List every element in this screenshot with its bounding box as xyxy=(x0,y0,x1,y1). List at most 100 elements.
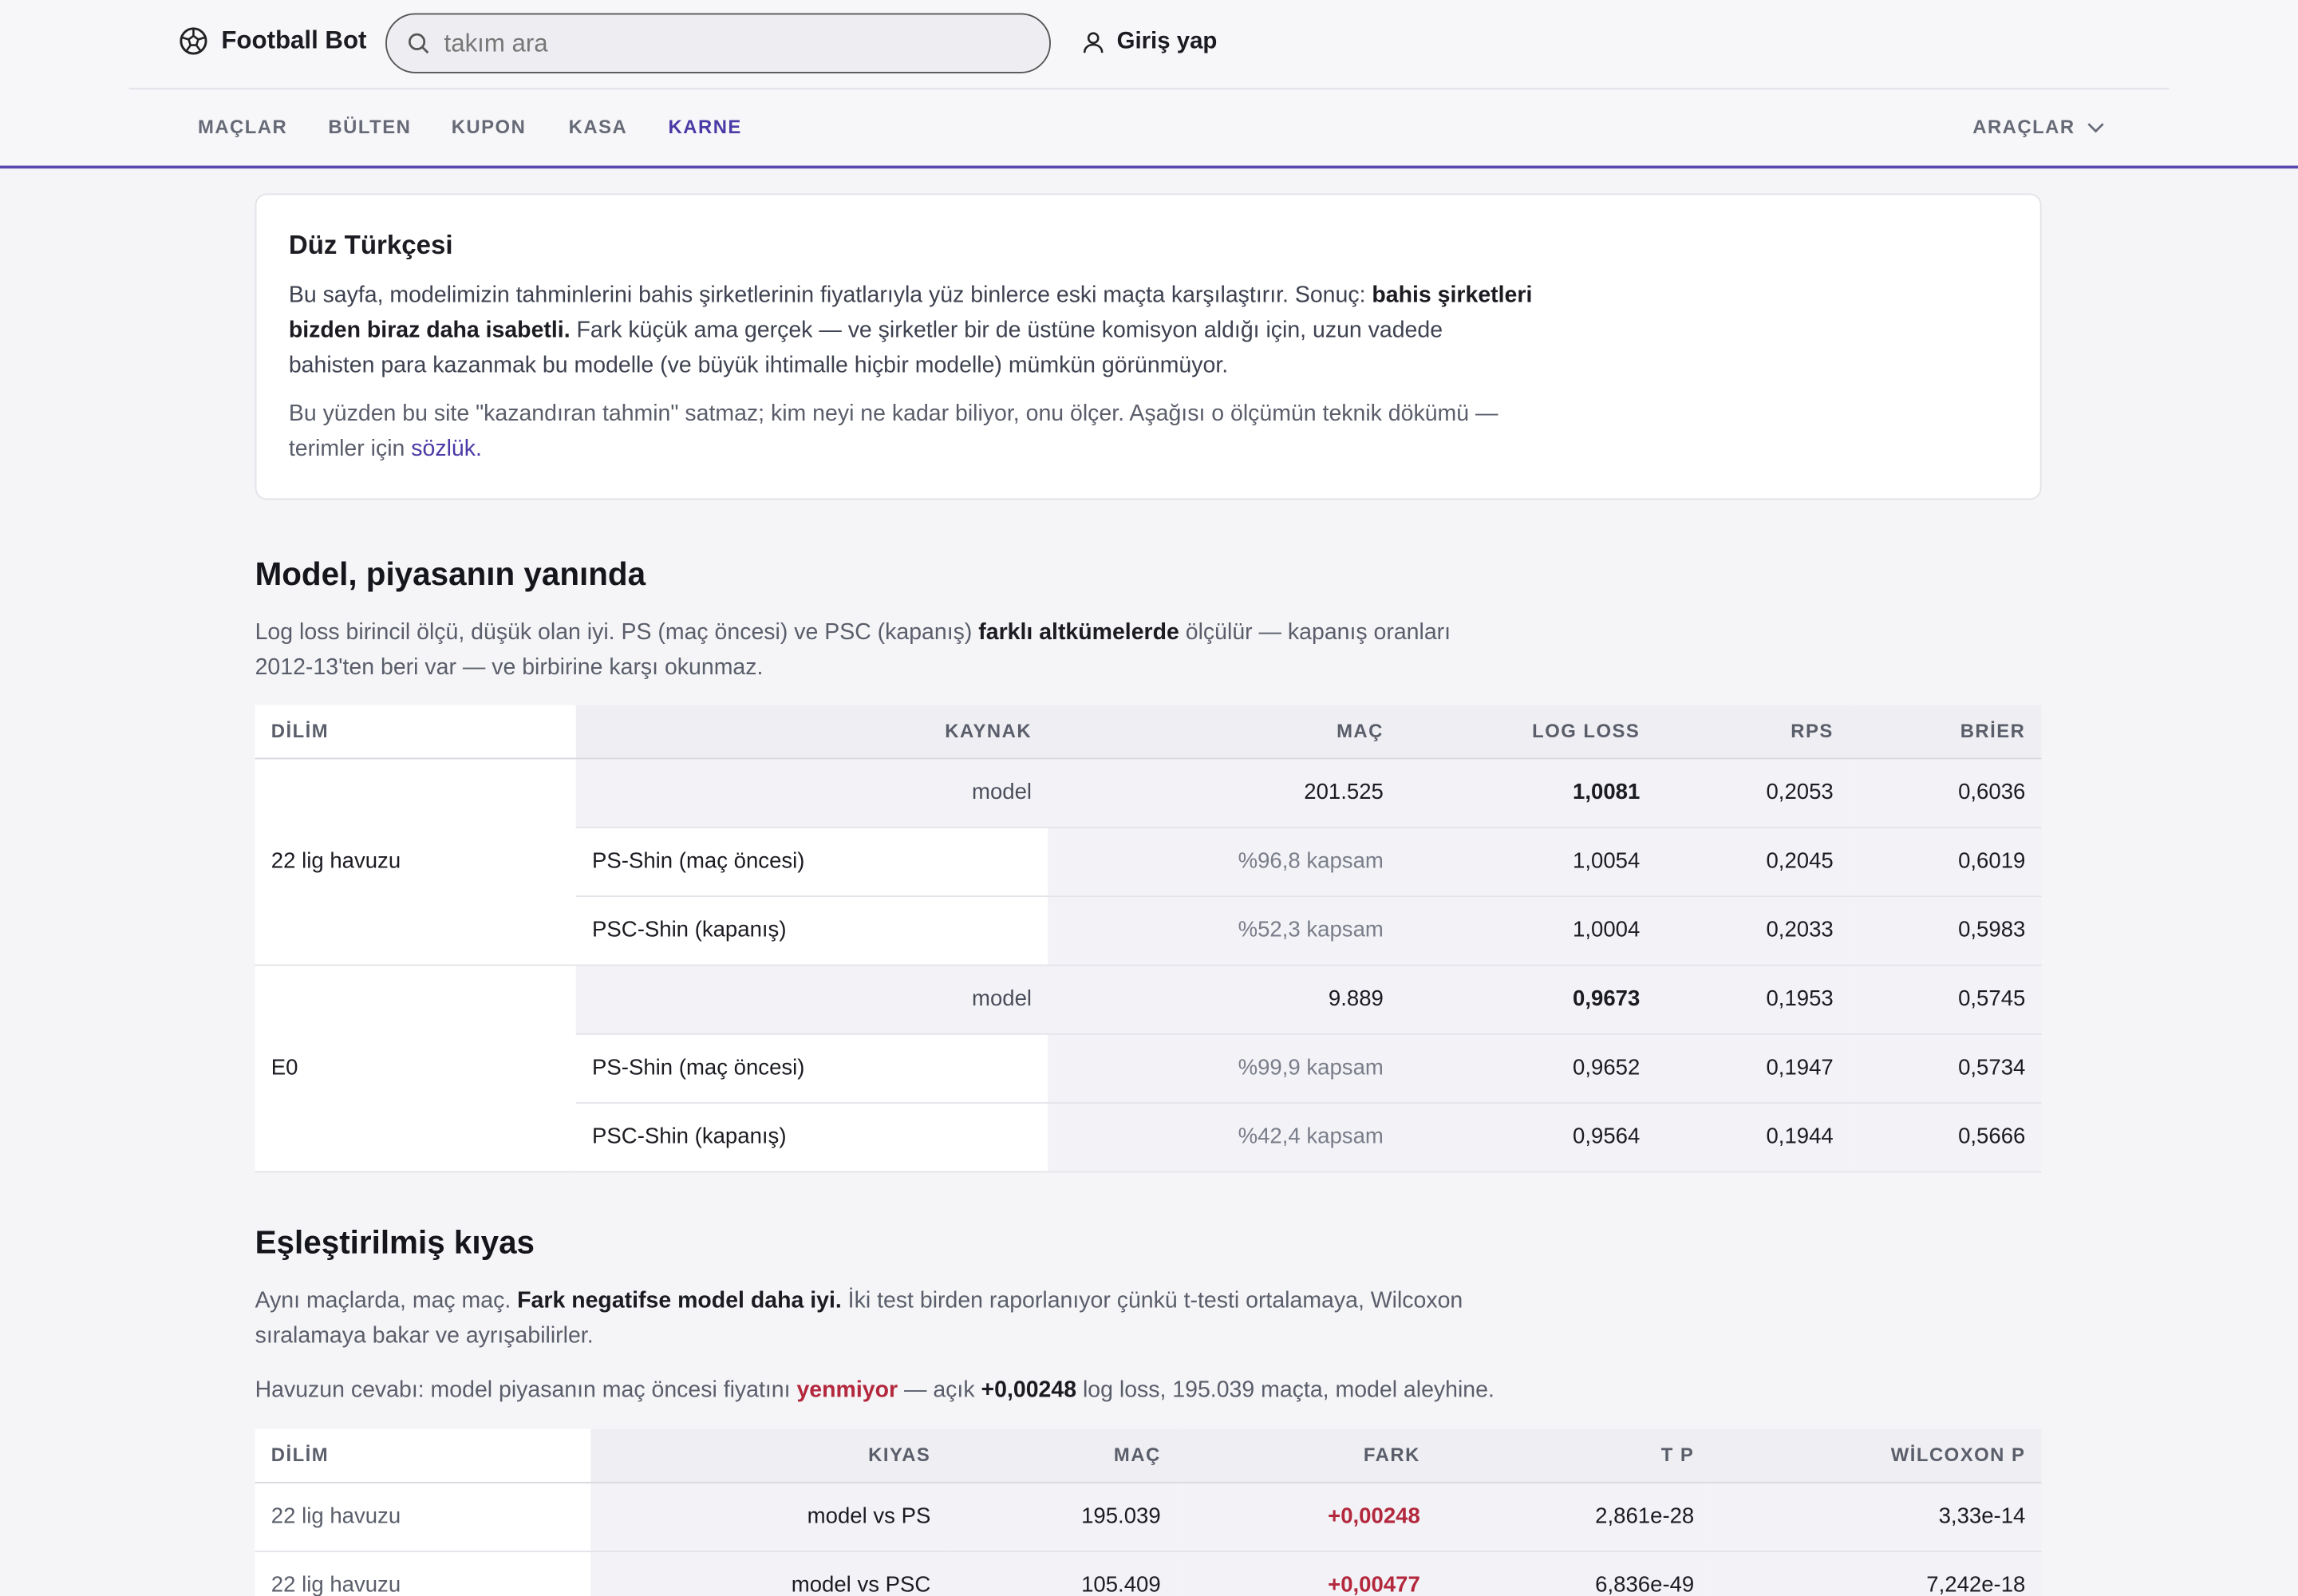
cell: model vs PSC xyxy=(590,1551,947,1596)
cell: 0,5745 xyxy=(1849,964,2042,1034)
section-title: Model, piyasanın yanında xyxy=(255,555,646,593)
column-header: RPS xyxy=(1656,705,1850,759)
column-header: DİLİM xyxy=(255,705,576,759)
nav-item[interactable]: KARNE xyxy=(668,116,742,138)
brand-name: Football Bot xyxy=(221,26,367,54)
row: 22 lig havuzu model vs PSC 105.409 +0,00477… xyxy=(255,1551,2042,1596)
header-row: DİLİM KAYNAK MAÇ LOG LOSS RPS BRİER xyxy=(255,705,2042,759)
cell: %42,4 kapsam xyxy=(1048,1102,1400,1172)
cell: +0,00477 xyxy=(1176,1551,1437,1596)
nav-item[interactable]: KUPON xyxy=(451,116,527,138)
cell: 0,2033 xyxy=(1656,895,1850,966)
login[interactable]: Giriş yap xyxy=(1082,29,1218,56)
paragraph: Bu sayfa, modelimizin tahminlerini bahis… xyxy=(289,279,1534,384)
column-header: BRİER xyxy=(1849,705,2042,759)
emphasis: bahis şirketleri bizden biraz daha isabe… xyxy=(288,282,1533,343)
text: log loss, 195.039 maçta, model aleyhine. xyxy=(1076,1377,1494,1403)
cell: 9.889 xyxy=(1048,964,1400,1034)
cell: 22 lig havuzu xyxy=(255,1551,591,1596)
cell: 0,1944 xyxy=(1656,1102,1850,1172)
cell: 1,0054 xyxy=(1400,826,1656,897)
text: Fark küçük ama gerçek — ve şirketler bir… xyxy=(288,318,1443,378)
value: +0,00248 xyxy=(981,1377,1077,1403)
cell: 22 lig havuzu xyxy=(255,1481,591,1552)
column-header: MAÇ xyxy=(1048,705,1400,759)
verdict: yenmiyor xyxy=(796,1377,898,1403)
column-header: MAÇ xyxy=(946,1428,1177,1483)
column-header: T P xyxy=(1436,1428,1711,1483)
login-text: Giriş yap xyxy=(1116,29,1218,54)
divider xyxy=(128,88,2170,90)
cell: 0,1953 xyxy=(1656,964,1850,1034)
tools-menu[interactable]: ARAÇLAR xyxy=(1972,116,2104,138)
column-header: FARK xyxy=(1176,1428,1437,1483)
cell: 0,9673 xyxy=(1400,964,1656,1034)
cell: 195.039 xyxy=(946,1481,1177,1552)
slice-cell: 22 lig havuzu xyxy=(255,757,576,966)
section-desc: Aynı maçlarda, maç maç. Fark negatifse m… xyxy=(255,1284,1471,1354)
answer: Havuzun cevabı: model piyasanın maç önce… xyxy=(255,1373,1721,1408)
column-header: KAYNAK xyxy=(575,705,1048,759)
chevron xyxy=(2087,122,2104,132)
text: — açık xyxy=(898,1377,981,1403)
glossary-link[interactable]: sözlük. xyxy=(411,437,482,462)
market-table: DİLİM KAYNAK MAÇ LOG LOSS RPS BRİER 22 lig hav… xyxy=(255,705,2042,1172)
cell: 105.409 xyxy=(946,1551,1177,1596)
cell: %99,9 kapsam xyxy=(1048,1033,1400,1104)
cell: 0,5734 xyxy=(1849,1033,2042,1104)
row: E0 model 9.889 0,9673 0,1953 0,5745 xyxy=(255,964,2042,1172)
cell: 0,1947 xyxy=(1656,1033,1850,1104)
slice-cell: E0 xyxy=(255,964,576,1172)
search-box[interactable]: takım ara xyxy=(385,13,1051,73)
cell: 0,9652 xyxy=(1400,1033,1656,1104)
cell: PSC-Shin (kapanış) xyxy=(575,1102,1048,1172)
cell: PSC-Shin (kapanış) xyxy=(575,895,1048,966)
ball-icon xyxy=(180,27,207,55)
column-header: DİLİM xyxy=(255,1428,591,1483)
nav-item[interactable]: BÜLTEN xyxy=(328,116,412,138)
cell: model xyxy=(575,964,1048,1034)
cell: %96,8 kapsam xyxy=(1048,826,1400,897)
row: PS-Shin (maç öncesi) %96,8 kapsam 1,0054 0,… xyxy=(255,826,2042,897)
header xyxy=(0,0,2298,169)
section-title: Eşleştirilmiş kıyas xyxy=(255,1223,535,1261)
cell: +0,00248 xyxy=(1176,1481,1437,1552)
text: Aynı maçlarda, maç maç. xyxy=(255,1288,518,1314)
section-desc: Log loss birincil ölçü, düşük olan iyi. … xyxy=(255,615,1471,685)
cell: 2,861e-28 xyxy=(1436,1481,1711,1552)
search-placeholder: takım ara xyxy=(444,28,548,57)
nav-item[interactable]: KASA xyxy=(568,116,628,138)
row: PSC-Shin (kapanış) %52,3 kapsam 1,0004 0,20… xyxy=(255,895,2042,966)
cell: PS-Shin (maç öncesi) xyxy=(575,826,1048,897)
cell: 7,242e-18 xyxy=(1710,1551,2042,1596)
row: 22 lig havuzu model vs PS 195.039 +0,00248 2… xyxy=(255,1481,2042,1552)
row: PS-Shin (maç öncesi) %99,9 kapsam 0,9652 0,… xyxy=(255,1033,2042,1104)
cell: 0,5666 xyxy=(1849,1102,2042,1172)
cell: 0,5983 xyxy=(1849,895,2042,966)
cell: %52,3 kapsam xyxy=(1048,895,1400,966)
emphasis: farklı altkümelerde xyxy=(978,619,1179,646)
cell: 0,2045 xyxy=(1656,826,1850,897)
text: ölçülür — kapanış oranları 2012-13'ten b… xyxy=(255,619,1451,681)
cell: 6,836e-49 xyxy=(1436,1551,1711,1596)
cell: PS-Shin (maç öncesi) xyxy=(575,1033,1048,1104)
cell: 0,2053 xyxy=(1656,757,1850,828)
nav-item[interactable]: MAÇLAR xyxy=(197,116,288,138)
brand[interactable]: Football Bot xyxy=(179,26,366,56)
cell: 3,33e-14 xyxy=(1710,1481,2042,1552)
user-icon xyxy=(1083,32,1104,53)
cell: 0,6019 xyxy=(1849,826,2042,897)
row: 22 lig havuzu model 201.525 1,0081 0,2053 0,6… xyxy=(255,757,2042,966)
paragraph: Bu yüzden bu site "kazandıran tahmin" sa… xyxy=(289,397,1534,468)
cell: 201.525 xyxy=(1048,757,1400,828)
tools-text: ARAÇLAR xyxy=(1972,116,2075,138)
text: Havuzun cevabı: model piyasanın maç önce… xyxy=(255,1377,797,1403)
cell: 1,0081 xyxy=(1400,757,1656,828)
text: Bu yüzden bu site "kazandıran tahmin" sa… xyxy=(288,401,1498,462)
card-title: Düz Türkçesi xyxy=(288,230,453,260)
header-row: DİLİM KIYAS MAÇ FARK T P WİLCOXON P xyxy=(255,1428,2042,1483)
row: PSC-Shin (kapanış) %42,4 kapsam 0,9564 0,19… xyxy=(255,1102,2042,1172)
search-icon xyxy=(408,33,429,54)
column-header: LOG LOSS xyxy=(1400,705,1656,759)
